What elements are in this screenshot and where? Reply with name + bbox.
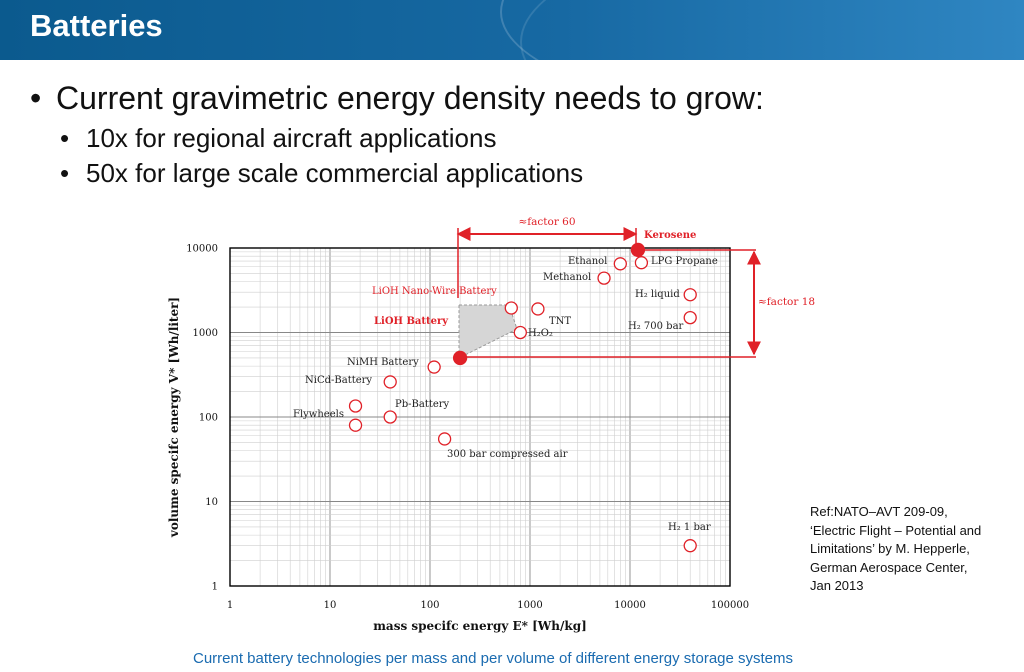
x-tick-label: 10 [324, 600, 337, 611]
label-h2-700: H₂ 700 bar [628, 321, 684, 332]
label-lioh-battery: LiOH Battery [374, 316, 449, 327]
data-point [597, 271, 611, 285]
sub-bullet-item: • 10x for regional aircraft applications [60, 123, 990, 154]
label-tnt: TNT [549, 316, 571, 327]
data-point [613, 257, 627, 271]
data-point [383, 410, 397, 424]
bullet-item: • Current gravimetric energy density nee… [30, 80, 990, 117]
label-h2o2: H₂O₂ [528, 328, 553, 339]
chart-grid [229, 248, 730, 587]
x-tick-label: 100000 [711, 600, 749, 611]
data-point [683, 288, 697, 302]
bullet-dot: • [30, 80, 42, 116]
y-tick-label: 10000 [186, 244, 218, 255]
label-flywheels: Flywheels [293, 409, 344, 420]
data-point [437, 432, 452, 446]
data-point [630, 242, 646, 258]
reference-note: Ref:NATO–AVT 209-09, ‘Electric Flight – … [810, 503, 1020, 596]
data-point [634, 256, 649, 270]
y-tick-label: 100 [199, 413, 218, 424]
data-point [513, 325, 527, 340]
slide-header: Batteries [0, 0, 1024, 60]
reference-line: ‘Electric Flight – Potential and [810, 522, 982, 538]
data-point [427, 360, 441, 374]
energy-density-chart: 1 10 100 1000 10000 100000 1 10 100 1000 10000 ≈fa… [167, 216, 815, 633]
plot-frame [229, 247, 731, 587]
x-tick-label: 1 [227, 600, 233, 611]
data-point [383, 375, 397, 389]
bullet-list: • Current gravimetric energy density nee… [30, 80, 990, 193]
label-kerosene: Kerosene [644, 230, 696, 241]
data-point [683, 539, 697, 553]
data-points [348, 242, 697, 553]
reference-line: Limitations’ by M. Hepperle, [810, 541, 970, 556]
data-point [504, 301, 518, 315]
bullet-dot: • [60, 158, 70, 188]
label-compressed-air: 300 bar compressed air [447, 449, 568, 460]
data-point [348, 399, 363, 413]
header-decoration [520, 0, 1024, 60]
reference-line: Ref:NATO–AVT 209-09, [810, 504, 948, 519]
bullet-text: Current gravimetric energy density needs… [56, 80, 764, 116]
y-tick-label: 1 [212, 582, 218, 593]
x-tick-label: 1000 [517, 600, 542, 611]
data-point [531, 302, 545, 316]
data-point [348, 418, 363, 432]
label-h2-1bar: H₂ 1 bar [668, 522, 711, 533]
x-tick-label: 100 [420, 600, 439, 611]
label-lpg: LPG Propane [651, 256, 718, 267]
sub-bullet-item: • 50x for large scale commercial applica… [60, 158, 990, 189]
x-tick-label: 10000 [614, 600, 646, 611]
data-point [683, 310, 697, 325]
y-axis-title: volume specifc energy V* [Wh/liter] [167, 297, 181, 538]
label-ethanol: Ethanol [568, 256, 607, 267]
label-h2-liquid: H₂ liquid [635, 289, 680, 300]
x-axis-title: mass specifc energy E* [Wh/kg] [373, 619, 587, 633]
figure-caption: Current battery technologies per mass an… [192, 650, 794, 667]
axis-ticks: 1 10 100 1000 10000 100000 1 10 100 1000 10000 [186, 244, 749, 612]
factor-x-label: ≈factor 60 [518, 216, 575, 228]
reference-line: German Aerospace Center, [810, 559, 968, 575]
y-tick-label: 10 [205, 497, 218, 508]
factor-y-label: ≈factor 18 [758, 296, 815, 308]
label-methanol: Methanol [543, 272, 591, 283]
label-nanowire: LiOH Nano-Wire Battery [372, 286, 497, 297]
bullet-dot: • [60, 123, 70, 153]
label-pb: Pb-Battery [395, 399, 450, 410]
label-nicd: NiCd-Battery [305, 375, 372, 386]
sub-bullet-text: 10x for regional aircraft applications [86, 123, 497, 153]
sub-bullet-text: 50x for large scale commercial applicati… [86, 158, 584, 188]
data-point [452, 350, 468, 366]
reference-line: Jan 2013 [810, 578, 864, 593]
label-nimh: NiMH Battery [347, 357, 419, 368]
y-tick-label: 1000 [193, 328, 218, 339]
slide-title: Batteries [30, 8, 163, 43]
